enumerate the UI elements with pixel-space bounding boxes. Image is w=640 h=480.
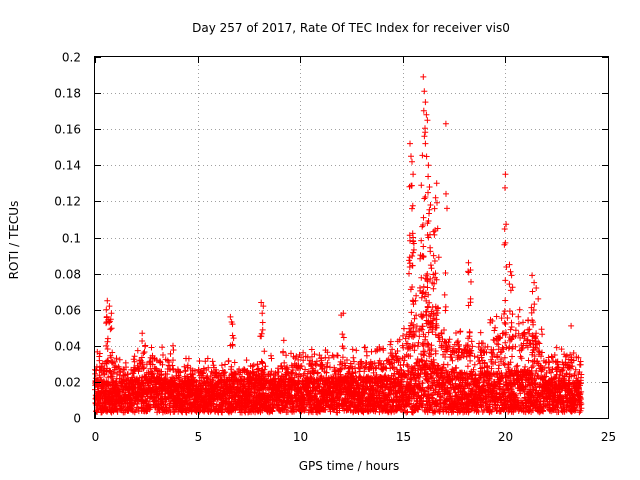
data-point bbox=[509, 353, 515, 360]
data-point bbox=[160, 352, 166, 358]
data-point bbox=[167, 350, 174, 357]
data-point bbox=[209, 358, 216, 365]
data-point bbox=[218, 362, 225, 369]
data-point bbox=[149, 361, 156, 368]
data-point bbox=[131, 358, 138, 365]
data-point bbox=[243, 357, 250, 364]
data-point bbox=[353, 347, 360, 354]
data-point bbox=[268, 355, 275, 362]
data-point bbox=[501, 354, 508, 361]
data-point bbox=[159, 361, 166, 368]
data-point bbox=[132, 407, 139, 413]
data-point bbox=[350, 354, 357, 361]
data-point bbox=[413, 292, 420, 299]
data-point bbox=[159, 344, 166, 351]
data-point bbox=[105, 358, 112, 365]
data-point bbox=[467, 357, 474, 364]
data-point bbox=[158, 372, 165, 379]
data-point bbox=[96, 350, 103, 357]
data-point bbox=[184, 362, 191, 369]
data-point bbox=[196, 358, 203, 364]
data-point bbox=[185, 355, 192, 362]
data-point bbox=[164, 371, 171, 378]
data-point bbox=[250, 362, 257, 369]
data-point bbox=[92, 370, 99, 377]
data-point bbox=[444, 361, 451, 368]
data-point bbox=[492, 324, 499, 331]
data-point bbox=[153, 357, 160, 364]
data-point bbox=[181, 363, 188, 370]
data-point bbox=[169, 362, 176, 369]
data-point bbox=[308, 346, 315, 353]
data-point bbox=[471, 353, 478, 360]
data-point bbox=[148, 344, 155, 351]
data-point bbox=[471, 361, 478, 368]
data-point bbox=[313, 362, 320, 369]
data-point bbox=[512, 327, 519, 334]
data-point bbox=[514, 362, 521, 369]
data-point bbox=[144, 391, 151, 398]
data-point bbox=[415, 339, 422, 346]
data-point bbox=[210, 377, 217, 384]
data-point bbox=[420, 283, 427, 290]
data-point bbox=[123, 364, 129, 371]
data-point bbox=[504, 315, 511, 321]
data-point bbox=[113, 355, 120, 362]
data-point bbox=[116, 356, 123, 363]
data-point bbox=[501, 319, 508, 326]
data-point bbox=[134, 347, 141, 354]
grid-layer bbox=[95, 57, 608, 418]
data-point bbox=[164, 408, 171, 415]
data-point bbox=[142, 342, 149, 349]
data-point bbox=[189, 370, 195, 377]
data-point bbox=[363, 352, 370, 359]
data-point bbox=[491, 327, 498, 334]
data-point bbox=[204, 355, 211, 362]
data-point bbox=[225, 357, 232, 364]
data-point bbox=[401, 325, 407, 332]
data-point bbox=[187, 386, 194, 393]
data-point bbox=[387, 338, 394, 345]
data-point bbox=[96, 374, 103, 381]
data-point bbox=[205, 364, 212, 371]
data-point bbox=[477, 329, 484, 336]
data-point bbox=[120, 403, 127, 410]
data-point bbox=[170, 357, 176, 364]
data-point bbox=[433, 316, 440, 323]
data-point bbox=[464, 363, 471, 370]
data-point bbox=[131, 353, 138, 360]
data-point bbox=[515, 313, 522, 320]
data-point bbox=[222, 361, 228, 368]
data-point bbox=[96, 353, 103, 360]
data-point bbox=[455, 338, 461, 345]
data-point bbox=[516, 306, 523, 313]
data-point bbox=[262, 363, 269, 370]
data-point bbox=[140, 364, 147, 371]
data-point bbox=[231, 359, 238, 366]
data-point bbox=[191, 368, 198, 374]
data-point bbox=[281, 359, 288, 366]
data-point bbox=[116, 365, 123, 372]
data-point bbox=[125, 371, 131, 378]
data-point bbox=[149, 370, 156, 376]
data-point bbox=[141, 349, 148, 355]
data-points bbox=[92, 73, 585, 416]
data-point bbox=[349, 346, 356, 353]
data-point bbox=[418, 294, 425, 301]
data-point bbox=[177, 369, 184, 376]
data-point bbox=[182, 367, 189, 374]
data-point bbox=[515, 320, 522, 327]
